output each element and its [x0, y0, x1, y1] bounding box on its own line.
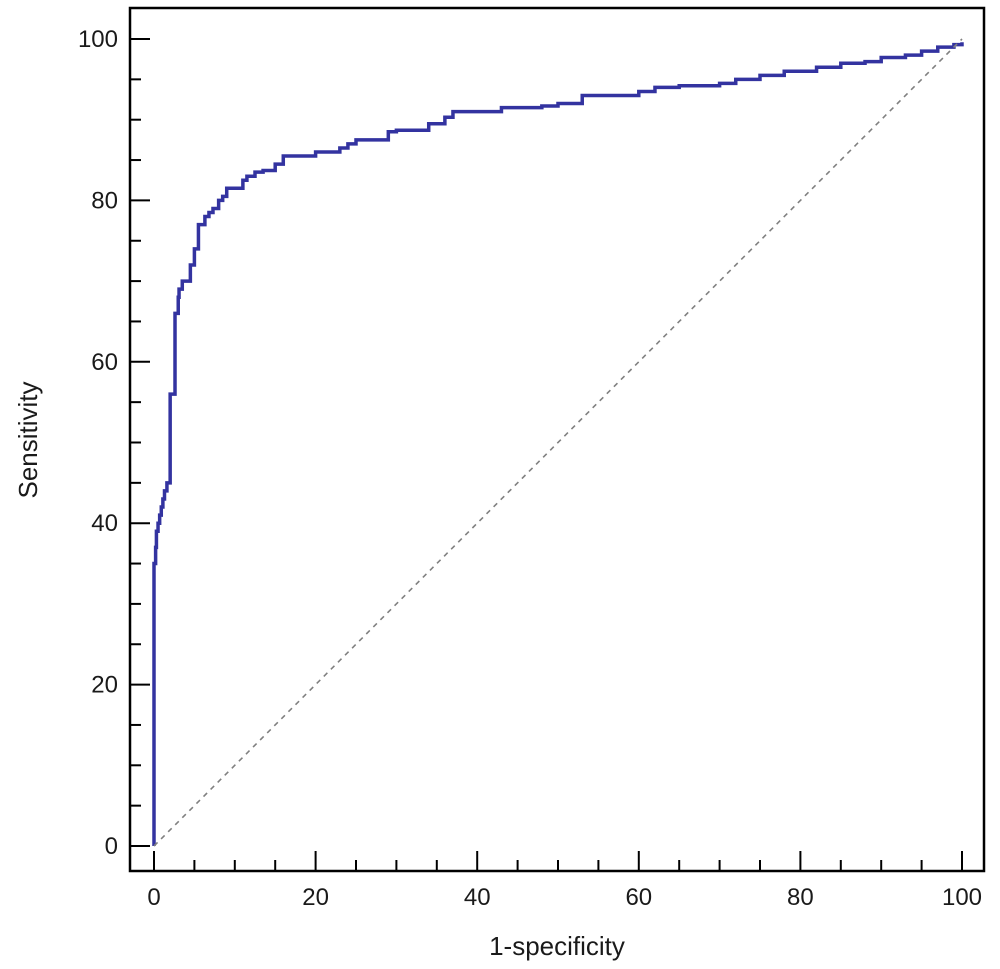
- axis-ticks: [130, 38, 963, 871]
- y-tick-label: 100: [78, 26, 118, 53]
- x-tick-label: 60: [625, 884, 652, 911]
- y-tick-label: 0: [105, 833, 118, 860]
- y-tick-label: 60: [91, 349, 118, 376]
- y-axis-label: Sensitivity: [13, 381, 43, 498]
- axis-tick-labels: 0 20 40 60 80 100 0 20 40 60 80 100: [78, 26, 982, 911]
- roc-curve-line: [152, 42, 964, 846]
- reference-diagonal-line: [153, 38, 963, 847]
- x-tick-label: 0: [147, 884, 160, 911]
- plot-frame: [128, 6, 986, 873]
- x-tick-label: 100: [942, 884, 982, 911]
- series-layer: [152, 38, 964, 847]
- x-tick-label: 20: [302, 884, 329, 911]
- y-tick-label: 40: [91, 510, 118, 537]
- x-tick-label: 80: [787, 884, 814, 911]
- x-tick-label: 40: [464, 884, 491, 911]
- x-axis-label: 1-specificity: [489, 931, 625, 961]
- y-tick-label: 80: [91, 187, 118, 214]
- y-tick-label: 20: [91, 672, 118, 699]
